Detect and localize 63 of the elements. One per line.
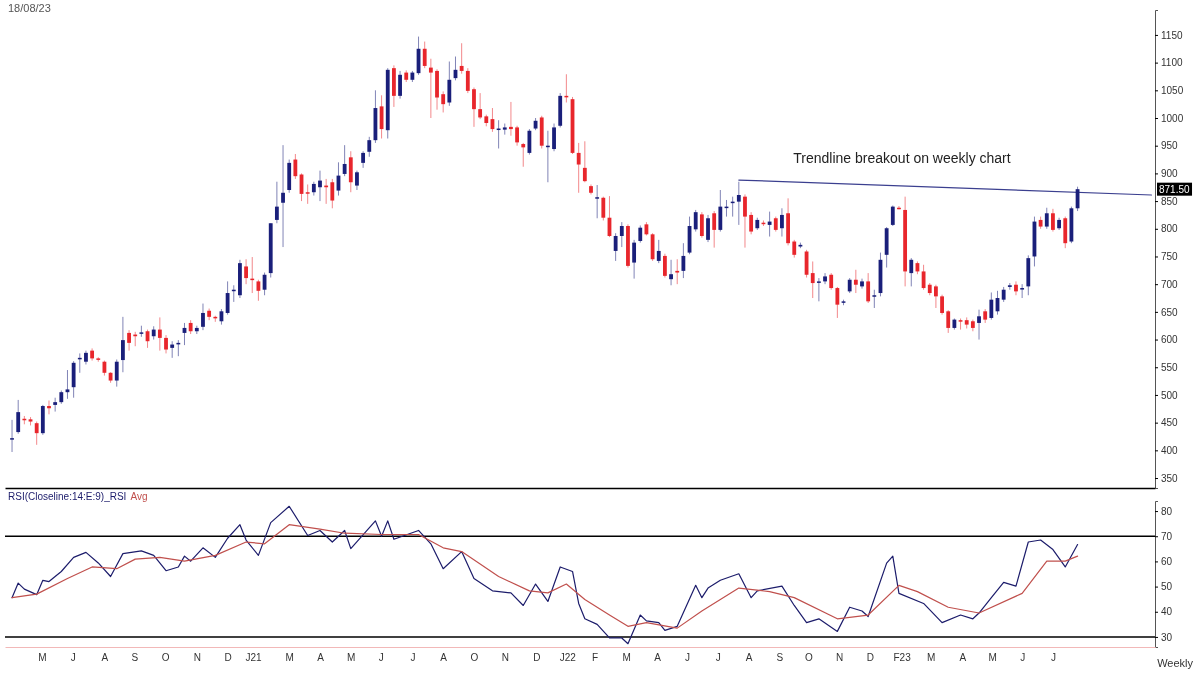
x-tick-label: N bbox=[836, 652, 844, 664]
x-tick-label: D bbox=[866, 652, 875, 664]
x-tick-label: O bbox=[161, 652, 170, 664]
x-tick-label: J bbox=[715, 652, 721, 664]
text: RSI(Closeline:14:E:9)_RSI bbox=[8, 491, 127, 502]
x-tick-label: M bbox=[988, 652, 997, 664]
y-tick-label: 650 bbox=[1161, 306, 1179, 318]
y-tick-label: 350 bbox=[1161, 472, 1179, 484]
y-tick-label: 1150 bbox=[1161, 29, 1183, 41]
x-tick-label: O bbox=[470, 652, 479, 664]
x-tick-label: M bbox=[285, 652, 294, 664]
y-tick-label: 70 bbox=[1161, 530, 1173, 542]
y-tick-label: 80 bbox=[1161, 505, 1173, 517]
x-tick-label: M bbox=[347, 652, 356, 664]
y-tick-label: 900 bbox=[1161, 168, 1179, 180]
x-tick-label: A bbox=[654, 652, 662, 664]
x-tick-label: F23 bbox=[893, 652, 912, 664]
x-tick-label: J bbox=[410, 652, 416, 664]
y-tick-label: 60 bbox=[1161, 556, 1173, 568]
y-tick-label: 30 bbox=[1161, 631, 1173, 643]
x-tick-label: A bbox=[440, 652, 448, 664]
y-tick-label: 50 bbox=[1161, 581, 1173, 593]
y-tick-label: 1100 bbox=[1161, 57, 1183, 69]
y-tick-label: 850 bbox=[1161, 195, 1179, 207]
x-tick-label: D bbox=[224, 652, 232, 664]
y-tick-label: 700 bbox=[1161, 278, 1179, 290]
x-tick-label: J bbox=[1050, 652, 1056, 664]
chart-title: 18/08/23 bbox=[8, 2, 51, 14]
x-axis-title: Weekly bbox=[1157, 657, 1194, 669]
x-tick-label: O bbox=[804, 652, 813, 664]
text: 871.50 bbox=[1159, 183, 1191, 195]
x-tick-label: J21 bbox=[245, 652, 263, 664]
text: Avg bbox=[130, 491, 148, 502]
x-tick-label: M bbox=[926, 652, 936, 664]
x-tick-label: S bbox=[131, 652, 139, 664]
y-tick-label: 550 bbox=[1161, 361, 1179, 373]
x-tick-label: A bbox=[959, 652, 967, 664]
y-tick-label: 750 bbox=[1161, 251, 1179, 263]
y-tick-label: 450 bbox=[1161, 417, 1179, 429]
y-tick-label: 500 bbox=[1161, 389, 1179, 401]
x-tick-label: F bbox=[591, 652, 599, 664]
x-tick-label: D bbox=[533, 652, 541, 664]
x-tick-label: J bbox=[378, 652, 384, 664]
x-tick-label: M bbox=[38, 652, 47, 664]
x-tick-label: S bbox=[776, 652, 784, 664]
x-tick-label: J bbox=[684, 652, 690, 664]
x-tick-label: A bbox=[745, 652, 753, 664]
annotation: Trendline breakout on weekly chart bbox=[793, 149, 1011, 166]
y-tick-label: 600 bbox=[1161, 334, 1179, 346]
x-tick-label: N bbox=[193, 652, 201, 664]
y-tick-label: 800 bbox=[1161, 223, 1179, 235]
x-tick-label: A bbox=[101, 652, 109, 664]
x-tick-label: A bbox=[317, 652, 325, 664]
x-tick-label: J bbox=[1020, 652, 1026, 664]
y-tick-label: 40 bbox=[1161, 606, 1173, 618]
x-tick-label: J bbox=[70, 652, 76, 664]
y-tick-label: 950 bbox=[1161, 140, 1179, 152]
y-tick-label: 1000 bbox=[1161, 112, 1184, 124]
x-tick-label: N bbox=[501, 652, 509, 664]
y-tick-label: 400 bbox=[1161, 445, 1179, 457]
x-tick-label: J22 bbox=[559, 652, 577, 664]
x-tick-label: M bbox=[622, 652, 631, 664]
y-tick-label: 1050 bbox=[1161, 85, 1184, 97]
